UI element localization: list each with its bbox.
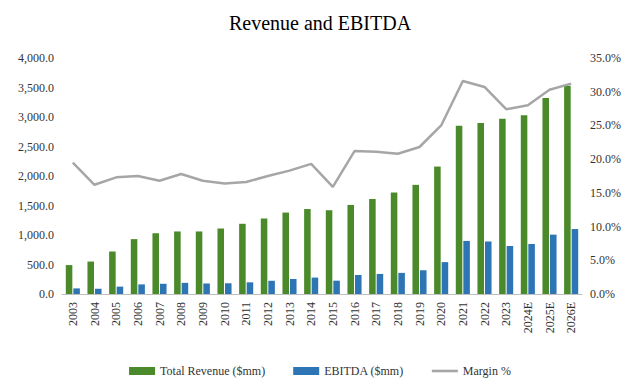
svg-text:3,500.0: 3,500.0	[18, 81, 54, 95]
svg-text:500.0: 500.0	[27, 258, 54, 272]
svg-text:1,500.0: 1,500.0	[18, 199, 54, 213]
svg-text:15.0%: 15.0%	[590, 186, 621, 200]
svg-text:Total Revenue ($mm): Total Revenue ($mm)	[160, 364, 265, 378]
svg-text:2022: 2022	[478, 302, 492, 326]
svg-text:30.0%: 30.0%	[590, 85, 621, 99]
svg-text:10.0%: 10.0%	[590, 220, 621, 234]
svg-text:2,000.0: 2,000.0	[18, 169, 54, 183]
svg-text:0.0: 0.0	[39, 287, 54, 301]
svg-text:2020: 2020	[434, 302, 448, 326]
svg-text:2008: 2008	[174, 302, 188, 326]
svg-text:2012: 2012	[261, 302, 275, 326]
svg-text:2021: 2021	[456, 302, 470, 326]
svg-text:2014: 2014	[304, 302, 318, 326]
svg-text:35.0%: 35.0%	[590, 51, 621, 65]
svg-text:2003: 2003	[66, 302, 80, 326]
svg-text:2018: 2018	[391, 302, 405, 326]
svg-text:20.0%: 20.0%	[590, 152, 621, 166]
svg-text:2010: 2010	[218, 302, 232, 326]
svg-text:2026E: 2026E	[564, 302, 578, 333]
svg-text:2017: 2017	[369, 302, 383, 326]
svg-text:2005: 2005	[109, 302, 123, 326]
svg-text:5.0%: 5.0%	[590, 253, 615, 267]
svg-text:0.0%: 0.0%	[590, 287, 615, 301]
svg-text:2007: 2007	[153, 302, 167, 326]
svg-text:Margin %: Margin %	[463, 364, 511, 378]
svg-text:2009: 2009	[196, 302, 210, 326]
svg-text:1,000.0: 1,000.0	[18, 228, 54, 242]
svg-text:2013: 2013	[283, 302, 297, 326]
svg-text:2011: 2011	[239, 302, 253, 326]
svg-text:EBITDA ($mm): EBITDA ($mm)	[324, 364, 403, 378]
svg-text:2015: 2015	[326, 302, 340, 326]
svg-text:25.0%: 25.0%	[590, 118, 621, 132]
svg-text:2006: 2006	[131, 302, 145, 326]
svg-text:Revenue and EBITDA: Revenue and EBITDA	[229, 12, 412, 34]
svg-text:2023: 2023	[499, 302, 513, 326]
svg-text:2016: 2016	[348, 302, 362, 326]
svg-text:2025E: 2025E	[543, 302, 557, 333]
svg-text:2024E: 2024E	[521, 302, 535, 333]
svg-text:2004: 2004	[88, 302, 102, 326]
svg-text:2,500.0: 2,500.0	[18, 140, 54, 154]
svg-text:4,000.0: 4,000.0	[18, 51, 54, 65]
svg-text:2019: 2019	[413, 302, 427, 326]
svg-text:3,000.0: 3,000.0	[18, 110, 54, 124]
